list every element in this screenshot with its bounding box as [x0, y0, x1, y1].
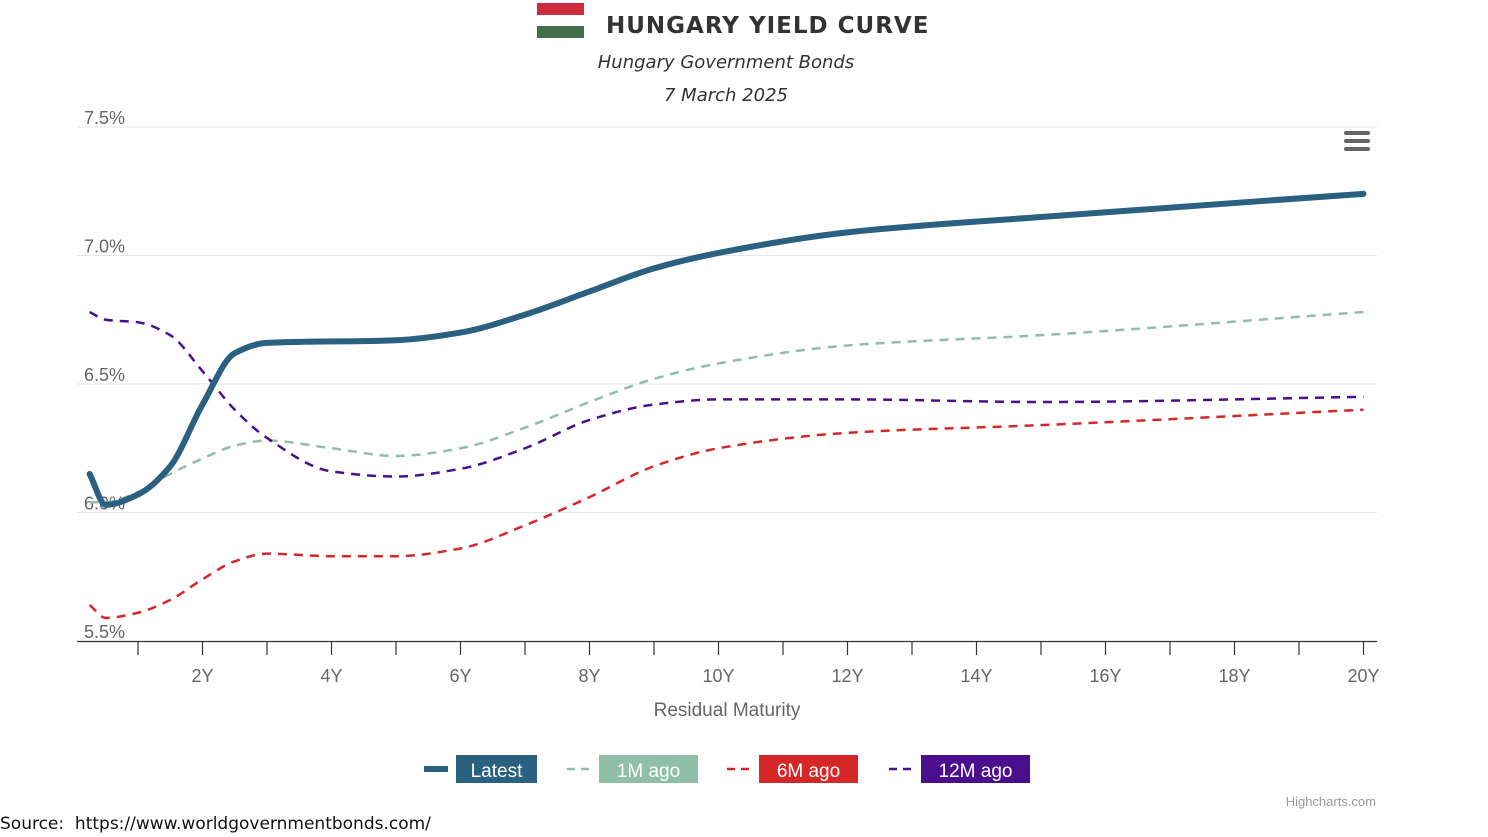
hungary-flag-icon [537, 3, 584, 38]
x-tick-label: 20Y [1347, 666, 1379, 686]
x-tick-label: 14Y [960, 666, 992, 686]
x-tick-label: 4Y [320, 666, 342, 686]
legend-label: 12M ago [939, 761, 1013, 782]
legend-item-1m-ago[interactable]: 1M ago [567, 755, 698, 783]
grid-lines [77, 126, 1377, 513]
source-text: Source: https://www.worldgovernmentbonds… [0, 814, 431, 834]
chart-subtitle: Hungary Government Bonds [598, 52, 854, 73]
chart-date: 7 March 2025 [664, 85, 788, 106]
x-tick-label: 12Y [831, 666, 863, 686]
y-tick-label: 6.5% [84, 365, 125, 385]
yield-curve-chart: HUNGARY YIELD CURVE Hungary Government B… [77, 3, 1380, 809]
legend-label-box [599, 755, 698, 783]
y-tick-label: 7.0% [84, 237, 125, 257]
legend-item-latest[interactable]: Latest [424, 755, 537, 783]
x-tick-label: 2Y [191, 666, 213, 686]
x-tick-label: 10Y [702, 666, 734, 686]
legend-label-box [456, 755, 537, 783]
plot-area [86, 190, 1367, 620]
series-line-1m-ago [89, 310, 1364, 504]
legend-label-box [921, 755, 1030, 783]
y-axis: 5.5%6.0%6.5%7.0%7.5% [84, 108, 125, 642]
series-line-latest [86, 190, 1367, 508]
x-tick-label: 8Y [578, 666, 600, 686]
series-line-6m-ago [88, 408, 1364, 620]
series-line-12m-ago [89, 310, 1364, 478]
x-axis-title: Residual Maturity [654, 700, 801, 721]
legend-label: Latest [471, 761, 523, 782]
x-axis: 2Y 4Y 6Y 8Y 10Y 12Y 14Y 16Y 18Y 20Y [77, 640, 1380, 686]
y-tick-label: 7.5% [84, 108, 125, 128]
x-tick-label: 16Y [1089, 666, 1121, 686]
y-tick-label: 5.5% [84, 622, 125, 642]
hamburger-menu-icon[interactable] [1333, 124, 1379, 160]
x-tick-label: 6Y [449, 666, 471, 686]
legend-item-12m-ago[interactable]: 12M ago [889, 755, 1030, 783]
legend-label-box [759, 755, 858, 783]
legend-label: 6M ago [777, 761, 840, 782]
legend-label: 1M ago [617, 761, 680, 782]
highcharts-credits[interactable]: Highcharts.com [1286, 794, 1376, 809]
legend: Latest 1M ago 6M ago 12M ago [424, 755, 1030, 783]
legend-item-6m-ago[interactable]: 6M ago [727, 755, 858, 783]
x-tick-label: 18Y [1218, 666, 1250, 686]
chart-title: HUNGARY YIELD CURVE [606, 13, 929, 39]
